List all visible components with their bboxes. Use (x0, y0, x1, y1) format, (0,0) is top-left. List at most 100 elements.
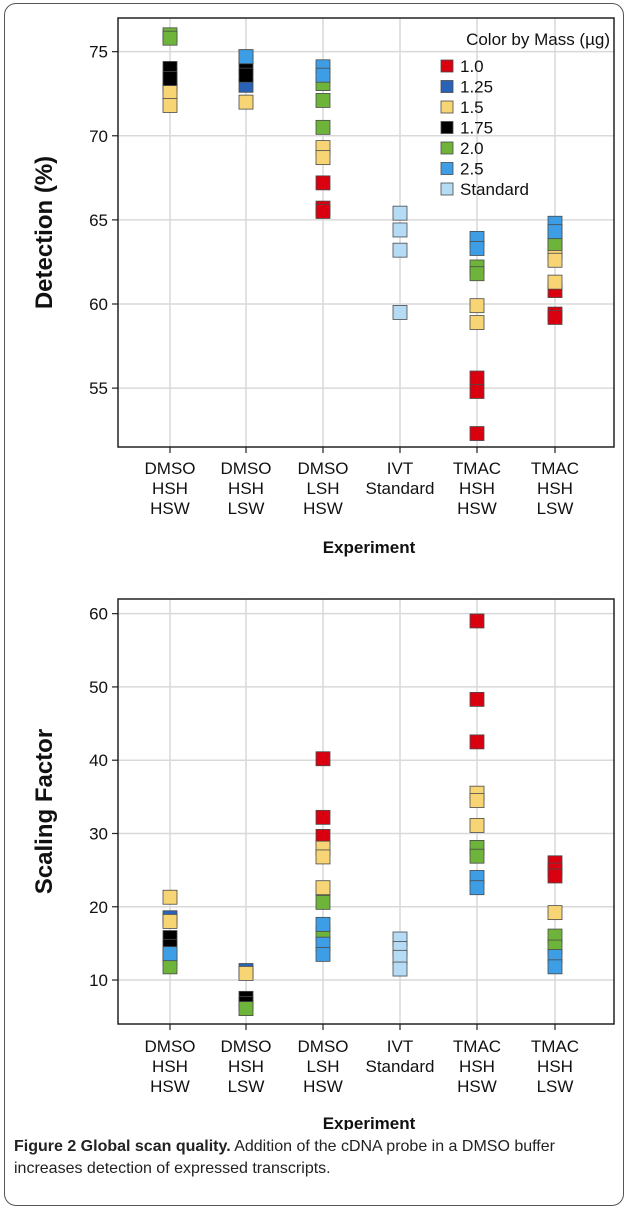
figure-charts: 5560657075DMSOHSHHSWDMSOHSHLSWDMSOLSHHSW… (31, 17, 615, 1130)
data-point-1_0 (547, 868, 563, 884)
y-axis-title: Scaling Factor (31, 729, 58, 894)
data-point-1_5 (162, 84, 178, 100)
data-point-2_5 (315, 916, 331, 932)
x-category-label: HSW (150, 1077, 190, 1096)
plot-frame-1 (117, 598, 615, 1025)
x-category-label: IVT (387, 1037, 413, 1056)
data-point-2_0 (162, 30, 178, 46)
x-category-label: Standard (366, 479, 435, 498)
data-point-2_0 (315, 93, 331, 108)
data-point-2_5 (162, 946, 178, 962)
data-point-1_0 (315, 204, 331, 219)
legend-swatch (440, 121, 454, 134)
x-category-label: HSH (459, 1057, 495, 1076)
data-point-1_5 (547, 252, 563, 268)
data-point-1_5 (238, 966, 254, 981)
data-point-Standard (392, 961, 408, 977)
data-point-2_0 (162, 959, 178, 975)
legend-swatch (440, 141, 454, 155)
x-category-label: DMSO (221, 1037, 272, 1056)
data-point-1_5 (547, 274, 563, 290)
data-point-2_0 (315, 119, 331, 135)
legend-swatch (440, 80, 454, 93)
x-category-label: HSH (459, 479, 495, 498)
data-point-1_75 (238, 67, 254, 83)
y-tick-label: 10 (89, 971, 108, 990)
legend-label: 1.75 (460, 119, 493, 138)
x-category-label: HSH (152, 479, 188, 498)
data-point-1_5 (469, 818, 485, 833)
legend-label: Standard (460, 180, 529, 199)
data-point-2_5 (315, 67, 331, 83)
data-point-1_0 (547, 310, 563, 325)
legend-label: 1.5 (460, 98, 484, 117)
data-point-1_75 (162, 71, 178, 86)
y-tick-label: 55 (89, 379, 108, 398)
data-point-1_5 (469, 793, 485, 808)
x-axis-title: Experiment (323, 538, 416, 557)
data-point-2_5 (238, 49, 254, 65)
y-tick-label: 75 (89, 43, 108, 62)
data-point-1_5 (315, 150, 331, 166)
figure-frame (4, 3, 624, 1206)
data-point-2_0 (315, 894, 331, 910)
data-point-2_5 (547, 224, 563, 240)
data-point-1_5 (315, 849, 331, 865)
x-category-label: TMAC (531, 459, 579, 478)
data-point-1_0 (469, 426, 485, 441)
data-point-Standard (392, 222, 408, 238)
data-point-1_5 (469, 315, 485, 330)
x-category-label: LSW (537, 1077, 574, 1096)
caption-label: Figure 2 Global scan quality. (14, 1138, 231, 1155)
x-category-label: DMSO (221, 459, 272, 478)
y-tick-label: 65 (89, 211, 108, 230)
legend-label: 1.0 (460, 57, 484, 76)
data-point-1_0 (469, 613, 485, 629)
x-category-label: TMAC (453, 1037, 501, 1056)
y-tick-label: 60 (89, 605, 108, 624)
x-category-label: HSW (457, 1077, 497, 1096)
data-point-2_5 (547, 959, 563, 975)
x-category-label: LSW (537, 499, 574, 518)
data-point-1_0 (469, 691, 485, 707)
x-category-label: HSH (537, 479, 573, 498)
data-point-1_5 (162, 98, 178, 113)
data-point-1_0 (469, 384, 485, 399)
x-category-label: LSW (228, 1077, 265, 1096)
x-category-label: Standard (366, 1057, 435, 1076)
data-point-1_0 (315, 175, 331, 191)
data-point-1_5 (547, 905, 563, 921)
x-category-label: DMSO (298, 1037, 349, 1056)
x-category-label: HSH (537, 1057, 573, 1076)
data-point-2_5 (315, 946, 331, 962)
legend-swatch (440, 182, 454, 196)
data-point-1_0 (315, 751, 331, 767)
data-point-2_0 (469, 266, 485, 282)
legend-label: 1.25 (460, 78, 493, 97)
x-category-label: HSH (152, 1057, 188, 1076)
y-axis-title: Detection (%) (31, 156, 58, 309)
legend-swatch (440, 59, 454, 73)
x-category-label: TMAC (453, 459, 501, 478)
data-point-1_5 (238, 94, 254, 110)
x-category-label: HSH (228, 479, 264, 498)
x-category-label: IVT (387, 459, 413, 478)
x-category-label: DMSO (298, 459, 349, 478)
data-point-2_0 (469, 848, 485, 864)
data-point-1_0 (469, 370, 485, 386)
data-point-2_5 (469, 241, 485, 256)
y-tick-label: 20 (89, 898, 108, 917)
x-category-label: LSW (228, 499, 265, 518)
x-category-label: HSW (457, 499, 497, 518)
legend-swatch (440, 162, 454, 175)
x-category-label: DMSO (145, 1037, 196, 1056)
x-category-label: HSW (303, 499, 343, 518)
y-tick-label: 30 (89, 824, 108, 843)
data-point-2_0 (238, 1001, 254, 1017)
x-axis-title: Experiment (323, 1114, 416, 1130)
x-category-label: HSW (150, 499, 190, 518)
plot-frame-0 (117, 17, 615, 448)
x-category-label: HSH (228, 1057, 264, 1076)
data-point-1_5 (469, 298, 485, 314)
data-point-1_5 (162, 914, 178, 929)
